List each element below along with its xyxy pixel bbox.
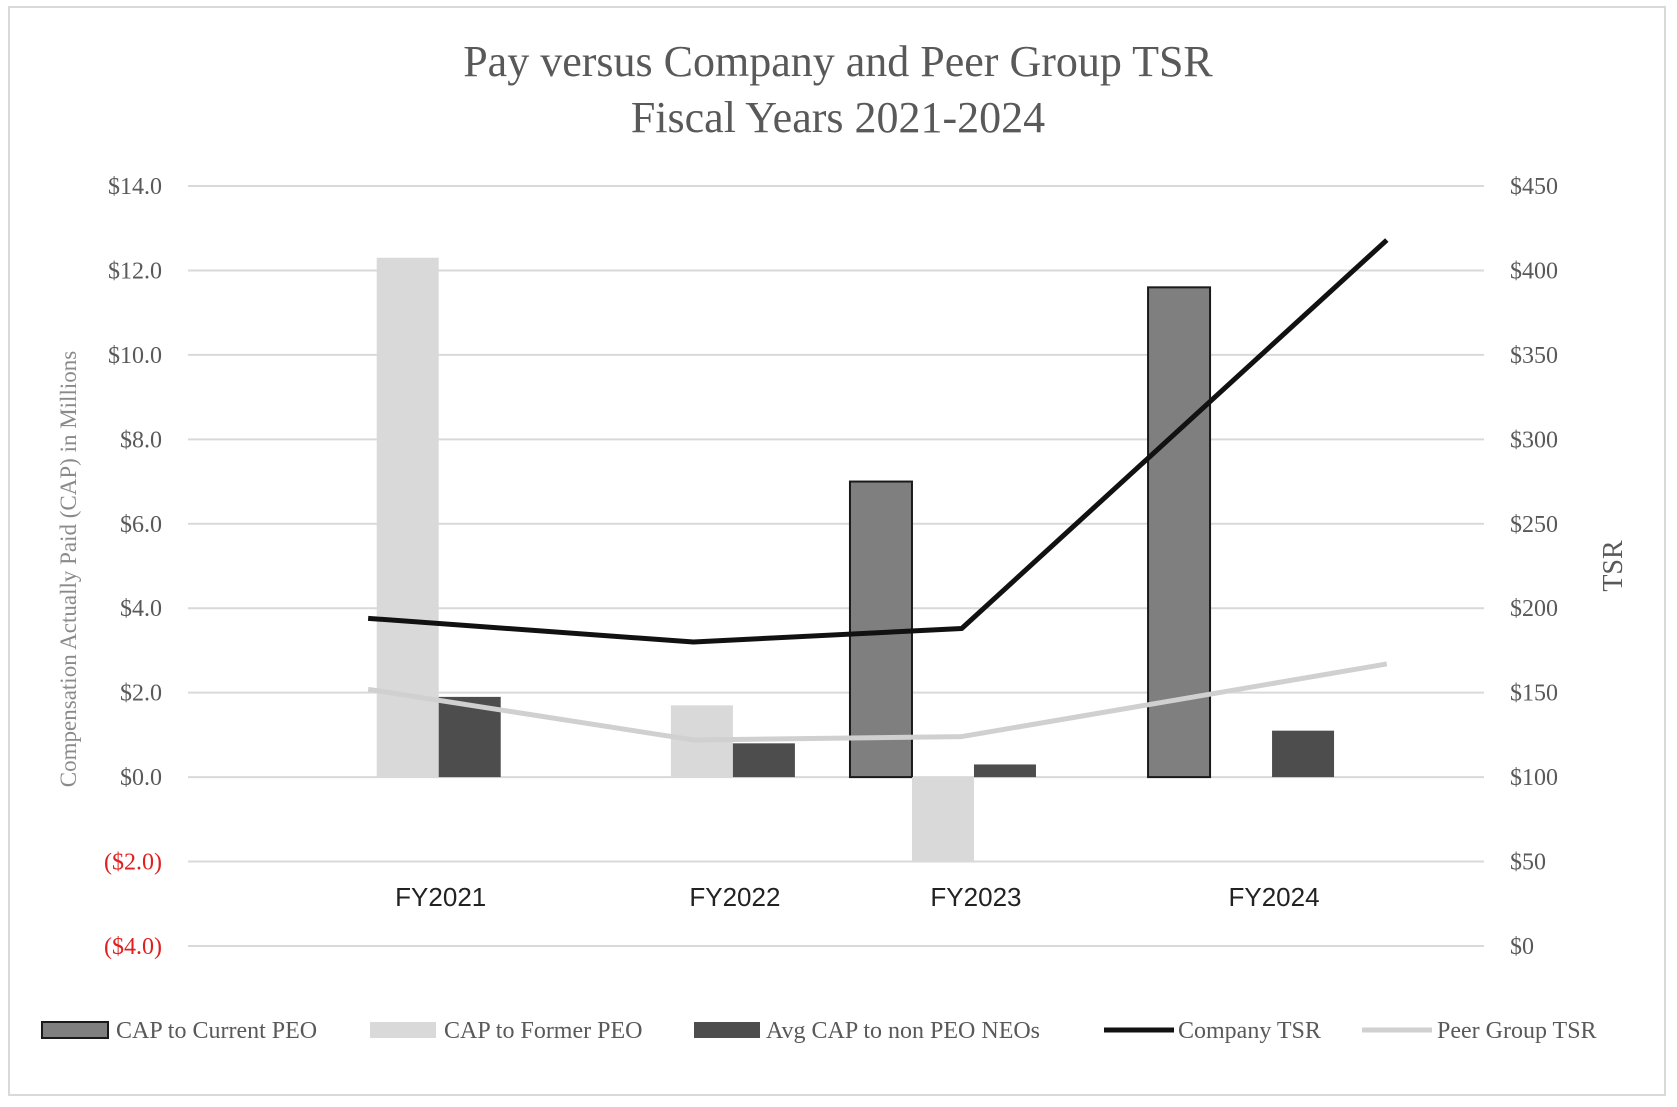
- chart-title-line1: Pay versus Company and Peer Group TSR: [463, 37, 1213, 86]
- legend-label: CAP to Former PEO: [444, 1018, 642, 1044]
- y2-tick-label: $150: [1510, 681, 1558, 707]
- category-label: FY2023: [930, 882, 1021, 912]
- category-labels: FY2021 FY2022 FY2023 FY2024: [395, 882, 1319, 912]
- y2-tick-label: $0: [1510, 934, 1534, 960]
- category-label: FY2021: [395, 882, 486, 912]
- y2-tick-label: $50: [1510, 850, 1546, 876]
- y2-tick-label: $250: [1510, 512, 1558, 538]
- y-tick-label: $14.0: [108, 174, 162, 200]
- y-tick-label: $8.0: [120, 427, 162, 453]
- y2-tick-label: $300: [1510, 427, 1558, 453]
- legend-swatch: [694, 1022, 760, 1038]
- y-tick-label: ($2.0): [104, 850, 162, 876]
- category-label: FY2022: [689, 882, 780, 912]
- bar: [973, 764, 1036, 778]
- chart-title-line2: Fiscal Years 2021-2024: [631, 93, 1045, 142]
- bars: [376, 257, 1335, 862]
- bar: [911, 777, 974, 862]
- y-tick-label: ($4.0): [104, 934, 162, 960]
- y-tick-label: $0.0: [120, 765, 162, 791]
- y-tick-label: $2.0: [120, 681, 162, 707]
- category-label: FY2024: [1229, 882, 1320, 912]
- y2-tick-label: $450: [1510, 174, 1558, 200]
- y2-tick-label: $350: [1510, 343, 1558, 369]
- y-tick-label: $12.0: [108, 258, 162, 284]
- lines: [367, 238, 1389, 743]
- legend-swatch: [41, 1021, 109, 1039]
- legend-label: Company TSR: [1178, 1018, 1321, 1044]
- legend-label: CAP to Current PEO: [116, 1018, 317, 1044]
- y-tick-label: $10.0: [108, 343, 162, 369]
- y2-axis-title: TSR: [1598, 540, 1629, 592]
- y-axis-title: Compensation Actually Paid (CAP) in Mill…: [56, 351, 81, 787]
- series-line: [367, 661, 1388, 743]
- y-tick-label: $4.0: [120, 596, 162, 622]
- legend-label: Avg CAP to non PEO NEOs: [766, 1018, 1040, 1044]
- series-line: [367, 238, 1389, 645]
- y2-tick-label: $100: [1510, 765, 1558, 791]
- y2-tick-label: $400: [1510, 258, 1558, 284]
- legend-swatch: [370, 1022, 436, 1038]
- y-tick-label: $6.0: [120, 512, 162, 538]
- axis-ticks: ($4.0) ($2.0) $0.0 $2.0 $4.0 $6.0 $8.0 $10.0 $12…: [104, 174, 1558, 960]
- legend-label: Peer Group TSR: [1437, 1018, 1597, 1044]
- chart-frame: [8, 6, 1666, 1096]
- bar: [1272, 730, 1335, 778]
- legend: CAP to Current PEO CAP to Former PEO Avg C…: [41, 1018, 1597, 1044]
- y2-tick-label: $200: [1510, 596, 1558, 622]
- bar: [732, 743, 795, 778]
